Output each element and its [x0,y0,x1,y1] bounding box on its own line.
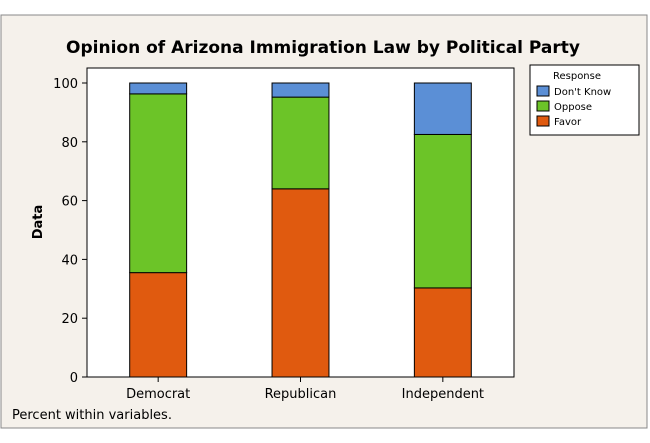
y-tick-label: 80 [61,136,78,151]
bar-independent-don-t-know [413,82,472,135]
y-tick-label: 100 [53,77,78,92]
y-tick-label: 0 [70,371,78,386]
bar-democrat-oppose [129,93,188,274]
y-tick-label: 40 [61,253,78,268]
legend-swatch [536,85,550,97]
x-tick-label: Democrat [126,387,190,402]
bar-independent-oppose [413,133,472,289]
y-axis-label: Data [31,205,46,240]
bar-independent-favor [413,287,472,378]
y-tick-label: 60 [61,195,78,210]
legend-entry-label: Don't Know [554,87,611,98]
legend-title: Response [553,71,601,82]
bars-group [129,82,472,378]
bar-democrat-favor [129,272,188,378]
legend-entry-label: Oppose [554,102,592,113]
chart-title: Opinion of Arizona Immigration Law by Po… [66,38,580,58]
y-axis: 0 20 40 60 80 100 [53,77,87,386]
bar-republican-oppose [271,96,330,190]
y-tick-label: 20 [61,312,78,327]
legend: Response Don't Know Oppose Favor [529,64,640,136]
bar-republican-don-t-know [271,82,330,98]
footnote: Percent within variables. [12,408,172,423]
legend-box [529,64,640,136]
bar-democrat-don-t-know [129,82,188,95]
legend-swatch [536,115,550,127]
legend-swatch [536,100,550,112]
x-tick-label: Republican [265,387,337,402]
bar-republican-favor [271,188,330,378]
x-axis: Democrat Republican Independent [126,377,484,402]
x-tick-label: Independent [402,387,484,402]
legend-entry-label: Favor [554,117,582,128]
